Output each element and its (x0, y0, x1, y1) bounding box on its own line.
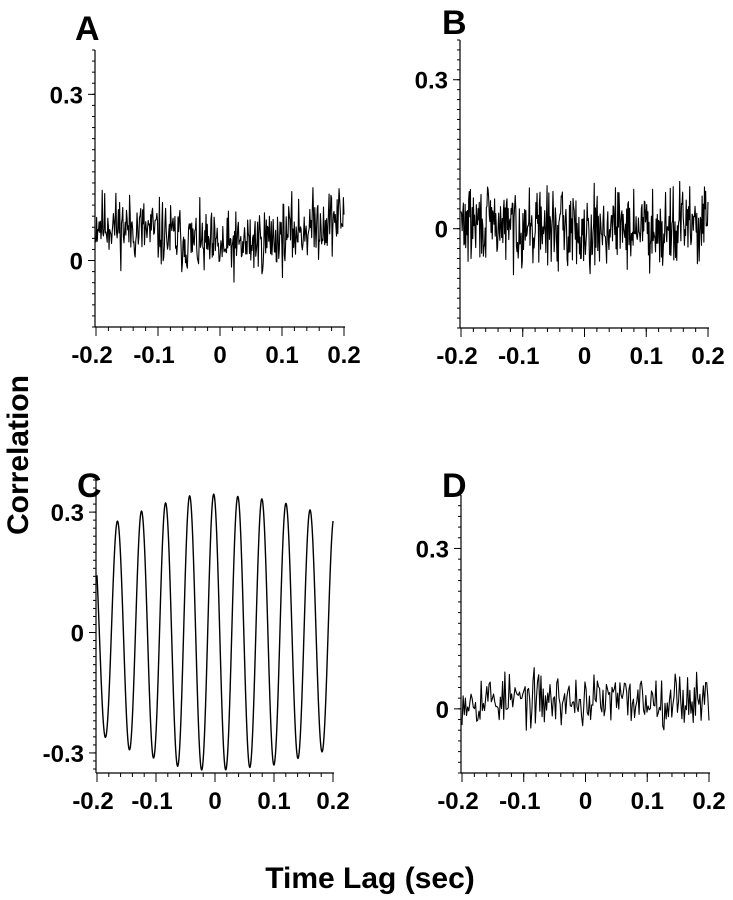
panel-letter: A (75, 10, 100, 48)
y-tick-label: 0.3 (51, 500, 84, 527)
x-tick-label: 0.2 (327, 342, 360, 369)
x-tick-label: -0.2 (437, 788, 478, 815)
y-tick-label: 0 (70, 249, 83, 276)
x-tick-label: -0.1 (131, 788, 172, 815)
panel-d: D 0 0.3 -0.2 -0.1 0 0.1 0.2 (416, 467, 726, 815)
x-tick-label: 0 (579, 788, 592, 815)
panel-b: B 0 0.3 -0.2 -0.1 0 0.1 0.2 (415, 4, 725, 370)
x-tick-label: -0.1 (499, 788, 540, 815)
x-tick-label: -0.1 (133, 342, 174, 369)
x-tick-label: 0.1 (265, 342, 298, 369)
series-line (96, 493, 334, 771)
x-tick-label: -0.1 (498, 343, 539, 370)
x-tick-label: 0.2 (692, 788, 725, 815)
y-tick-label: 0 (435, 217, 448, 244)
series-line (460, 180, 709, 276)
x-tick-label: -0.2 (71, 342, 112, 369)
y-tick-label: 0.3 (415, 68, 448, 95)
x-tick-label: 0 (578, 343, 591, 370)
x-axis-title: Time Lag (sec) (265, 862, 475, 895)
x-tick-label: 0 (208, 788, 221, 815)
y-tick-label: -0.3 (43, 741, 84, 768)
panel-letter: C (77, 467, 102, 505)
series-line (95, 187, 345, 283)
x-tick-label: 0.1 (630, 343, 663, 370)
panel-c: C -0.3 0 0.3 -0.2 -0.1 0 0.1 0.2 (43, 467, 350, 815)
x-tick-label: 0.2 (316, 788, 349, 815)
x-tick-label: 0 (213, 342, 226, 369)
x-tick-label: 0.1 (631, 788, 664, 815)
panel-letter: D (442, 467, 467, 505)
x-tick-label: -0.2 (436, 343, 477, 370)
y-tick-label: 0 (71, 621, 84, 648)
x-tick-label: 0.1 (257, 788, 290, 815)
y-tick-label: 0.3 (416, 536, 449, 563)
series-line (461, 667, 710, 731)
y-tick-label: 0 (436, 697, 449, 724)
x-tick-label: -0.2 (72, 788, 113, 815)
x-tick-label: 0.2 (691, 343, 724, 370)
y-axis-title: Correlation (2, 375, 35, 535)
y-tick-label: 0.3 (50, 82, 83, 109)
panel-a: A 0 0.3 -0.2 -0.1 0 0.1 0.2 (50, 10, 361, 369)
panel-letter: B (442, 4, 467, 42)
